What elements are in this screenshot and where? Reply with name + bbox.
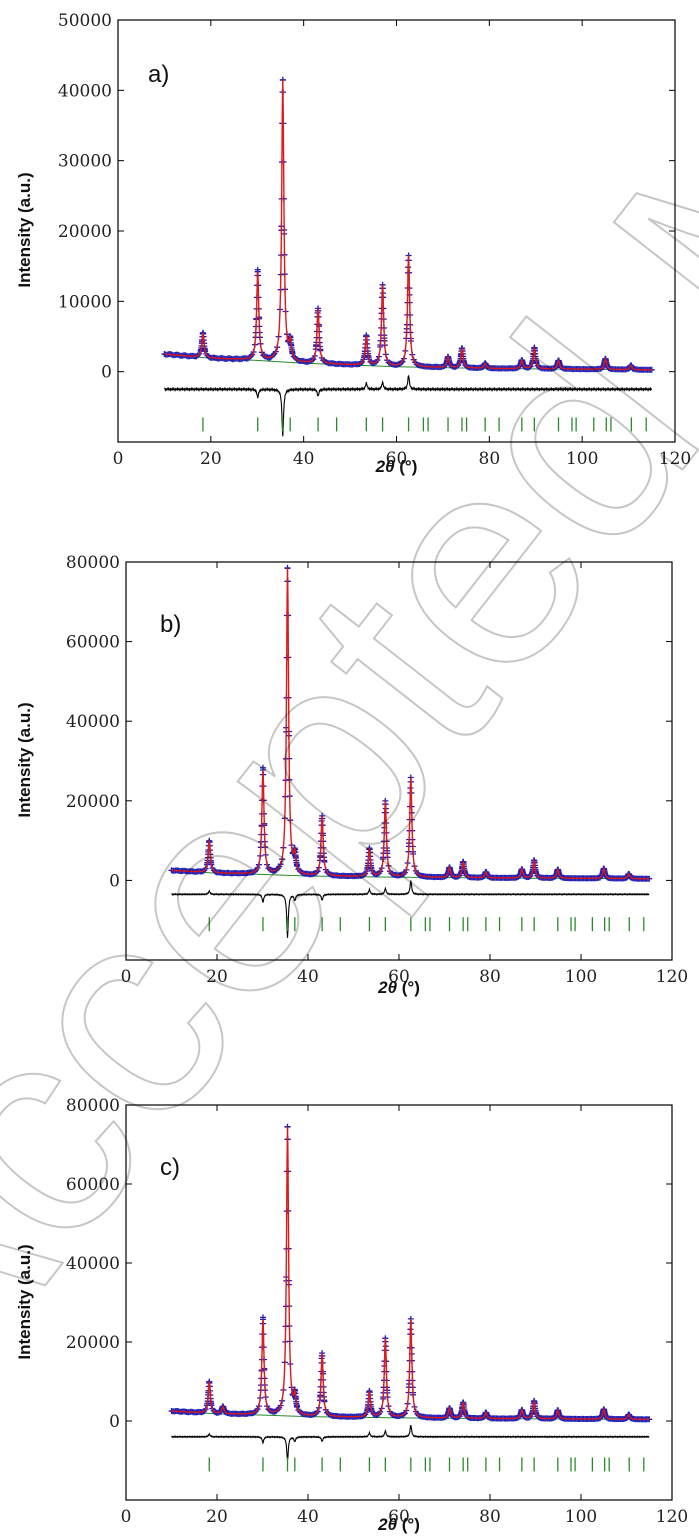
y-axis-label: Intensity (a.u.) xyxy=(15,1244,34,1359)
x-tick-label: 60 xyxy=(388,967,410,987)
x-tick-label: 100 xyxy=(566,449,598,469)
y-tick-label: 60000 xyxy=(66,633,120,653)
y-tick-label: 80000 xyxy=(66,1096,120,1116)
y-tick-label: 40000 xyxy=(66,1254,120,1274)
y-tick-label: 40000 xyxy=(66,712,120,732)
x-tick-label: 0 xyxy=(121,1507,132,1527)
y-tick-label: 50000 xyxy=(58,11,112,31)
x-tick-label: 0 xyxy=(113,449,124,469)
x-tick-label: 40 xyxy=(293,449,315,469)
x-tick-label: 120 xyxy=(656,967,688,987)
panel-2: 0 20 40 60 80 100 120 0 20000 40000 60000 80000 c) In… xyxy=(15,1096,688,1534)
x-tick-label: 120 xyxy=(659,449,691,469)
x-axis-label-unit: (°) xyxy=(395,457,418,476)
y-tick-label: 0 xyxy=(109,871,120,891)
x-tick-label: 20 xyxy=(200,449,222,469)
x-axis-label: 2θ (°) xyxy=(377,978,420,997)
y-tick-label: 0 xyxy=(109,1412,120,1432)
y-tick-label: 40000 xyxy=(58,81,112,101)
observed-points xyxy=(168,1123,653,1423)
x-tick-label: 60 xyxy=(388,1507,410,1527)
difference-curve xyxy=(163,375,653,437)
panel-0: 0 20 40 60 80 100 120 0 10000 20000 30000 40000 5000… xyxy=(15,11,691,476)
x-axis-label-unit: (°) xyxy=(397,978,420,997)
x-tick-label: 120 xyxy=(656,1507,688,1527)
calculated-curve xyxy=(171,1126,650,1421)
difference-curve xyxy=(171,880,650,938)
panel-label: b) xyxy=(160,611,181,638)
x-axis-label-prefix: 2 xyxy=(377,978,388,997)
x-axis-label-symbol: θ xyxy=(388,1515,398,1534)
y-tick-label: 20000 xyxy=(58,222,112,242)
x-axis-label-prefix: 2 xyxy=(375,457,386,476)
x-axis-label-symbol: θ xyxy=(388,978,398,997)
x-tick-label: 100 xyxy=(565,1507,597,1527)
x-axis-label-prefix: 2 xyxy=(377,1515,388,1534)
x-tick-label: 0 xyxy=(121,967,132,987)
panel-label: a) xyxy=(148,61,169,88)
panel-1: 0 20 40 60 80 100 120 0 20000 40000 60000 80000 b) In… xyxy=(15,553,688,997)
y-tick-label: 20000 xyxy=(66,1333,120,1353)
x-tick-label: 80 xyxy=(479,1507,501,1527)
y-axis-label: Intensity (a.u.) xyxy=(15,702,34,817)
y-tick-label: 20000 xyxy=(66,792,120,812)
panel-label: c) xyxy=(160,1154,180,1181)
x-axis-label: 2θ (°) xyxy=(375,457,418,476)
y-tick-label: 30000 xyxy=(58,152,112,172)
x-tick-label: 20 xyxy=(206,967,228,987)
y-axis-label: Intensity (a.u.) xyxy=(15,172,34,287)
x-tick-label: 80 xyxy=(479,449,501,469)
y-tick-label: 0 xyxy=(101,363,112,383)
x-tick-label: 60 xyxy=(386,449,408,469)
calculated-curve xyxy=(164,79,652,371)
x-tick-label: 40 xyxy=(297,967,319,987)
x-tick-label: 20 xyxy=(206,1507,228,1527)
x-axis-label: 2θ (°) xyxy=(377,1515,420,1534)
y-tick-label: 10000 xyxy=(58,292,112,312)
x-axis-label-symbol: θ xyxy=(385,457,395,476)
difference-curve xyxy=(171,1424,650,1461)
x-axis-label-unit: (°) xyxy=(397,1515,420,1534)
x-tick-label: 80 xyxy=(479,967,501,987)
calculated-curve xyxy=(171,567,650,880)
x-tick-label: 100 xyxy=(565,967,597,987)
y-tick-label: 80000 xyxy=(66,553,120,573)
x-tick-label: 40 xyxy=(297,1507,319,1527)
y-tick-label: 60000 xyxy=(66,1175,120,1195)
